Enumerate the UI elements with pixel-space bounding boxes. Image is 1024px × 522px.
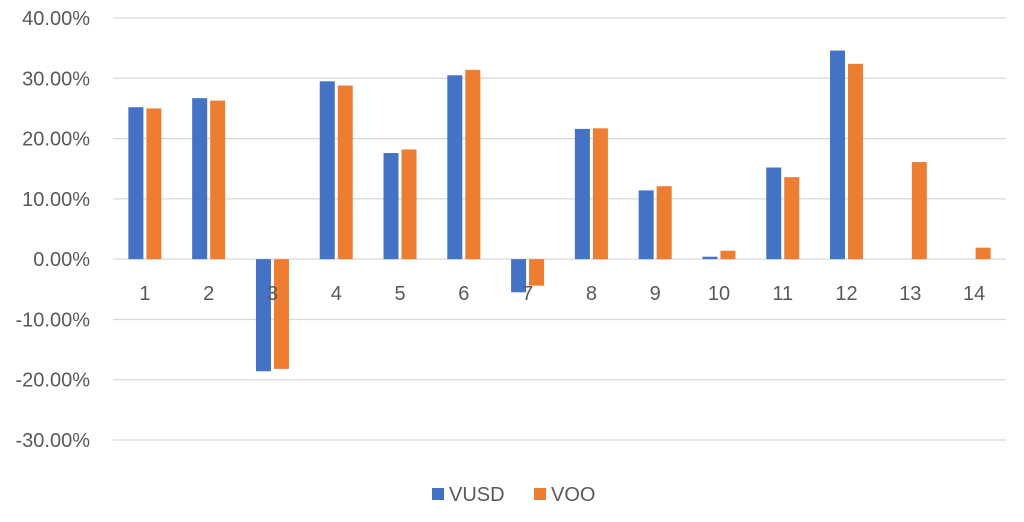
x-tick-label: 11 (772, 283, 793, 305)
x-tick-label: 6 (458, 283, 469, 305)
bars (128, 50, 991, 372)
legend-swatch-vusd (432, 488, 444, 500)
bar-vusd-3 (255, 259, 271, 372)
x-tick-label: 4 (331, 283, 342, 305)
y-axis-labels: 40.00% 30.00% 20.00% 10.00% 0.00% -10.00% -20.… (16, 8, 91, 452)
bar-voo-1 (146, 108, 162, 260)
bar-voo-9 (656, 186, 672, 260)
bar-voo-6 (465, 69, 481, 260)
bar-voo-3 (273, 259, 289, 369)
y-tick-label: 0.00% (33, 249, 90, 271)
x-tick-label: 8 (586, 283, 597, 305)
x-tick-label: 2 (203, 283, 214, 305)
bar-voo-13 (911, 162, 927, 260)
legend-label-vusd: VUSD (449, 484, 505, 506)
bar-voo-12 (848, 63, 864, 260)
bar-vusd-11 (766, 167, 782, 260)
y-tick-label: 30.00% (22, 68, 90, 90)
y-tick-label: 40.00% (22, 8, 90, 30)
bar-voo-10 (720, 250, 736, 260)
x-axis-labels: 1 2 3 4 5 6 7 8 9 10 11 12 13 14 (139, 283, 985, 305)
legend-swatch-voo (534, 488, 546, 500)
bar-vusd-7 (511, 259, 527, 293)
gridlines (113, 17, 1006, 441)
bar-vusd-10 (702, 256, 718, 260)
bar-vusd-1 (128, 107, 144, 260)
legend-label-voo: VOO (551, 484, 595, 506)
x-tick-label: 5 (394, 283, 405, 305)
y-tick-label: -20.00% (16, 370, 91, 392)
bar-vusd-12 (830, 50, 846, 260)
bar-voo-11 (784, 177, 800, 260)
bar-voo-8 (592, 128, 608, 260)
x-tick-label: 13 (899, 283, 921, 305)
bar-vusd-4 (319, 81, 335, 260)
bar-voo-7 (529, 259, 545, 286)
bar-vusd-8 (574, 128, 590, 260)
x-tick-label: 12 (835, 283, 857, 305)
bar-vusd-2 (192, 98, 208, 260)
bar-vusd-5 (383, 153, 399, 260)
legend: VUSD VOO (432, 484, 595, 506)
x-tick-label: 7 (522, 283, 533, 305)
x-tick-label: 1 (139, 283, 150, 305)
bar-vusd-9 (638, 190, 654, 260)
x-tick-label: 3 (267, 283, 278, 305)
bar-vusd-6 (447, 75, 463, 260)
y-tick-label: 20.00% (22, 129, 90, 151)
x-tick-label: 10 (708, 283, 730, 305)
bar-voo-5 (401, 149, 417, 260)
x-tick-label: 9 (650, 283, 661, 305)
bar-voo-2 (210, 100, 226, 260)
bar-voo-4 (337, 85, 353, 260)
x-tick-label: 14 (963, 283, 985, 305)
y-tick-label: -10.00% (16, 309, 91, 331)
y-tick-label: -30.00% (16, 430, 91, 452)
bar-voo-14 (975, 247, 991, 260)
y-tick-label: 10.00% (22, 189, 90, 211)
